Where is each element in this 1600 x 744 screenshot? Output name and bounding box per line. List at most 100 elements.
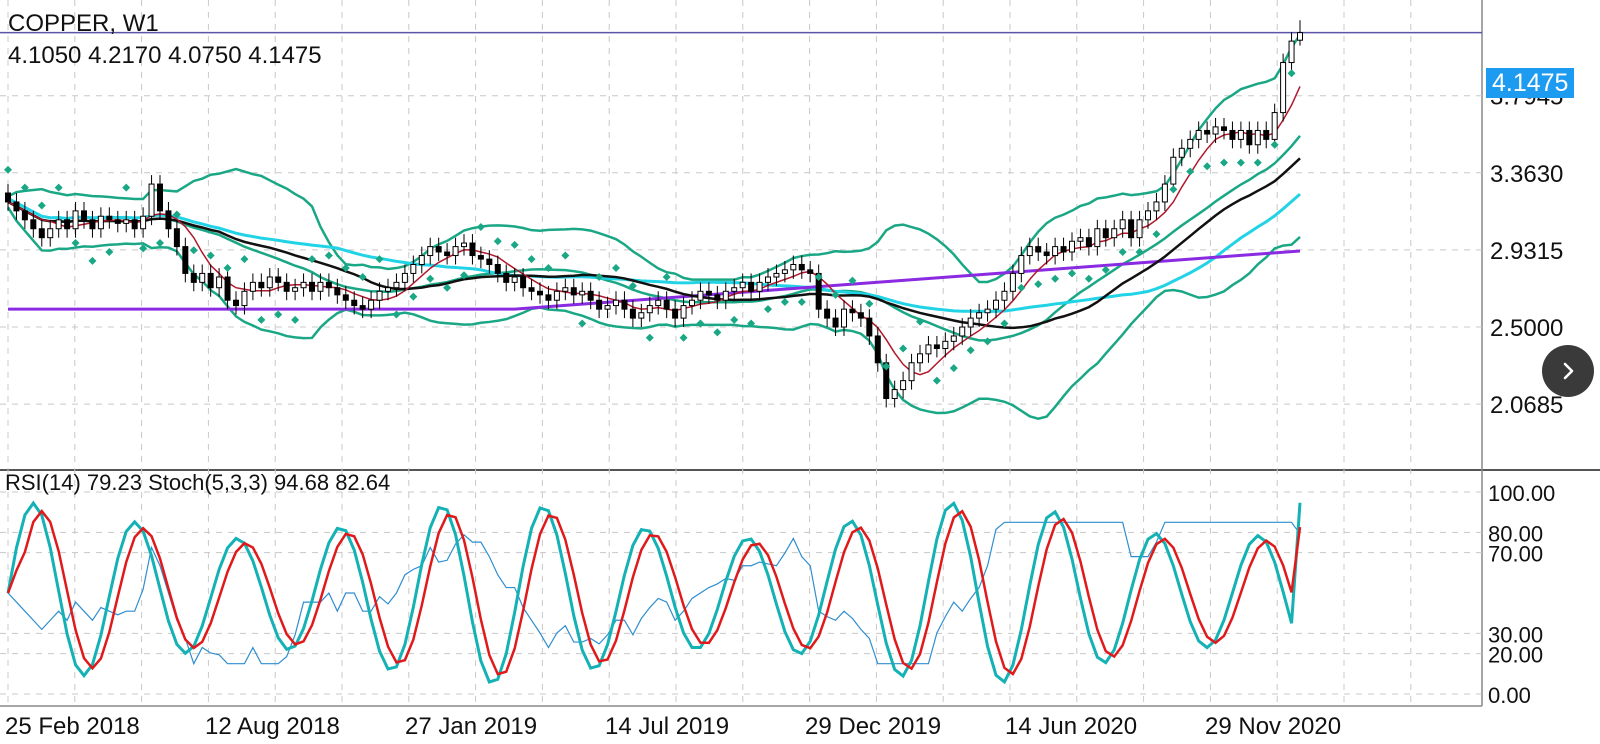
candle-body <box>30 219 37 230</box>
sar-dot <box>595 272 604 281</box>
candle-body <box>182 246 189 274</box>
candle-body <box>1288 40 1295 64</box>
candle-body <box>731 287 738 292</box>
sar-dot <box>544 264 553 273</box>
x-tick-label: 29 Nov 2020 <box>1205 713 1341 740</box>
candle-body <box>1043 251 1050 257</box>
candle-body <box>1009 272 1016 292</box>
candle-body <box>537 290 543 296</box>
candle-body <box>570 287 577 296</box>
next-chart-button[interactable] <box>1542 345 1594 397</box>
oscillator-tick-label: 80.00 <box>1488 521 1543 546</box>
sar-dot <box>932 376 941 385</box>
candle-body <box>249 281 256 292</box>
sar-dot <box>679 333 688 342</box>
candle-body <box>275 276 282 283</box>
candle-body <box>461 242 467 248</box>
sar-dot <box>814 272 823 281</box>
candle-body <box>545 294 552 301</box>
candle-body <box>1237 129 1244 140</box>
candle-body <box>697 290 704 301</box>
candle-body <box>908 362 915 382</box>
candle-body <box>190 272 197 283</box>
candle-body <box>1263 129 1270 140</box>
oscillator-label: RSI(14) 79.23 Stoch(5,3,3) 94.68 82.64 <box>5 470 391 495</box>
candle-body <box>1254 129 1261 146</box>
sar-dot <box>4 165 12 174</box>
candle-body <box>376 290 383 301</box>
candle-body <box>1170 156 1177 185</box>
sar-dot <box>882 362 891 371</box>
candle-body <box>359 305 366 310</box>
sar-dot <box>831 290 840 299</box>
price-tick-label: 2.5000 <box>1490 315 1563 342</box>
candle-body <box>292 287 299 292</box>
candle-body <box>1035 246 1042 253</box>
sar-dot <box>1270 140 1279 149</box>
sar-dot <box>1034 280 1043 289</box>
bollinger-upper <box>7 34 1302 284</box>
sar-dot <box>966 346 975 355</box>
x-tick-label: 14 Jul 2019 <box>605 713 729 740</box>
candle-body <box>55 219 62 230</box>
ohlc-readout: 4.1050 4.2170 4.0750 4.1475 <box>8 42 322 69</box>
sar-dot <box>274 310 283 319</box>
sar-dot <box>1000 319 1009 328</box>
candle-body <box>1297 32 1303 41</box>
sar-dot <box>460 271 468 280</box>
candle-body <box>976 312 983 319</box>
candle-body <box>959 326 966 337</box>
candle-body <box>857 312 864 319</box>
sar-dot <box>291 315 300 324</box>
sar-dot <box>1253 158 1262 167</box>
sar-dot <box>747 319 756 328</box>
candle-body <box>528 287 535 292</box>
candle-body <box>1221 126 1227 131</box>
candle-body <box>1161 183 1168 203</box>
candle-body <box>266 276 273 289</box>
sar-dot <box>848 276 857 285</box>
sar-dot <box>223 264 232 273</box>
candle-body <box>1052 246 1059 257</box>
candle-body <box>393 281 400 289</box>
sar-dot <box>1118 247 1127 256</box>
candle-body <box>705 290 712 296</box>
sar-dot <box>20 183 29 192</box>
candle-body <box>503 272 510 283</box>
sar-dot <box>983 337 992 346</box>
sar-dot <box>392 310 401 319</box>
candle-body <box>97 215 104 230</box>
candle-body <box>173 228 180 248</box>
candle-body <box>663 299 670 310</box>
candle-body <box>841 308 847 328</box>
candle-body <box>241 290 248 307</box>
candle-body <box>207 272 214 289</box>
candle-body <box>587 290 594 301</box>
sar-dot <box>1084 274 1093 283</box>
x-tick-label: 12 Aug 2018 <box>205 713 340 740</box>
sar-dot <box>645 333 654 342</box>
candle-body <box>106 215 113 221</box>
sar-dot <box>797 298 806 307</box>
candle-body <box>1280 62 1287 114</box>
candle-body <box>613 299 619 307</box>
sar-dot <box>206 251 215 260</box>
candle-body <box>114 219 121 224</box>
candle-body <box>917 353 923 364</box>
sar-dot <box>662 272 671 281</box>
candle-body <box>1102 228 1109 239</box>
symbol-title: COPPER, W1 <box>8 10 159 37</box>
candle-body <box>47 228 54 239</box>
candle-body <box>81 210 87 221</box>
sar-dot <box>240 255 249 264</box>
sar-dot <box>578 319 587 328</box>
sar-dot <box>1236 158 1245 167</box>
candle-body <box>967 317 974 328</box>
candle-body <box>131 219 138 230</box>
oscillator-tick-label: 70.00 <box>1488 542 1543 567</box>
price-tick-label: 2.0685 <box>1490 392 1563 419</box>
ma-cyan <box>7 193 1301 313</box>
sar-dot <box>764 305 772 314</box>
candle-body <box>1077 237 1084 242</box>
